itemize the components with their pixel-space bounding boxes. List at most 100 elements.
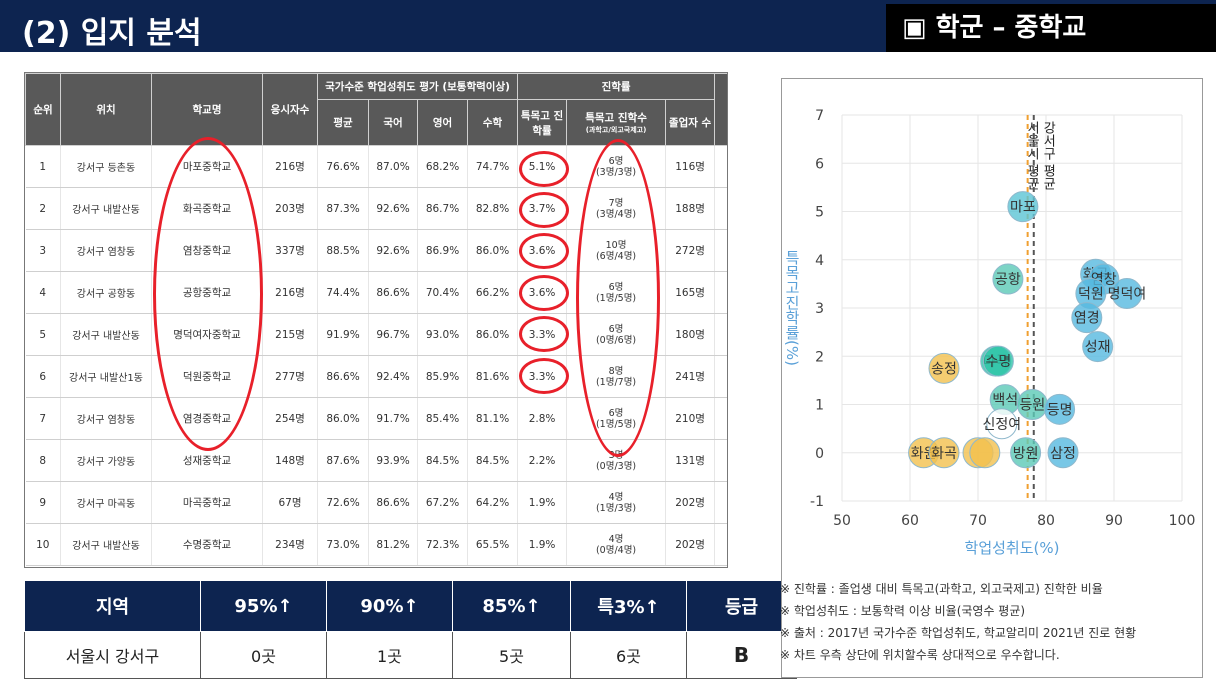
cell-grad: 131명 [665, 439, 716, 482]
note-rate: ※ 진학률 : 졸업생 대비 특목고(과학고, 외고국제고) 진학한 비율 [780, 582, 1103, 596]
grade-value-grade: B [686, 631, 797, 679]
chart-notes: ※ 진학률 : 졸업생 대비 특목고(과학고, 외고국제고) 진학한 비율 ※ … [780, 578, 1136, 666]
cell-eng: 86.7% [417, 187, 468, 230]
cell-rank: 6 [25, 355, 61, 398]
data-point-label: 송정 [931, 361, 957, 377]
cell-count-split: (0명/4명) [595, 544, 637, 556]
col-header-takers: 응시자수 [262, 73, 318, 146]
cell-count-split: (0명/3명) [595, 460, 637, 472]
cell-rank: 10 [25, 523, 61, 566]
x-tick-label: 90 [1105, 513, 1123, 529]
col-header-avg: 평균 [317, 99, 369, 146]
cell-math: 84.5% [467, 439, 519, 482]
y-tick-label: 7 [815, 108, 824, 124]
cell-loc: 강서구 내발산동 [60, 313, 152, 356]
cell-school: 수명중학교 [151, 523, 263, 566]
cell-takers: 67명 [262, 481, 318, 524]
cell-grad: 180명 [665, 313, 716, 356]
cell-avg: 91.9% [317, 313, 369, 356]
cell-kor: 96.7% [368, 313, 418, 356]
col-group-advancement: 진학률 [517, 73, 716, 100]
data-point [1010, 437, 1042, 469]
data-point [1047, 437, 1079, 469]
rate-highlight-oval-5 [519, 316, 569, 352]
data-point [969, 437, 1001, 469]
cell-rate: 1.9% [517, 481, 568, 524]
grade-value-95: 0곳 [200, 631, 327, 679]
data-point [992, 263, 1024, 295]
cell-eng: 84.5% [417, 439, 468, 482]
cell-loc: 강서구 내발산동 [60, 187, 152, 230]
cell-grad: 202명 [665, 523, 716, 566]
rate-highlight-oval-3 [519, 233, 569, 269]
grade-header-85: 85%↑ [452, 580, 571, 632]
data-point-label: 공항 [995, 272, 1021, 288]
cell-avg: 73.0% [317, 523, 369, 566]
grade-value-special3: 6곳 [570, 631, 687, 679]
data-point-label: 덕원 [1078, 287, 1104, 303]
y-tick-label: 0 [815, 446, 824, 462]
cell-avg: 86.6% [317, 355, 369, 398]
cell-loc: 강서구 등촌동 [60, 145, 152, 188]
cell-kor: 86.6% [368, 481, 418, 524]
cell-rank: 8 [25, 439, 61, 482]
data-point [1007, 191, 1039, 223]
cell-grad: 272명 [665, 229, 716, 272]
cell-avg: 72.6% [317, 481, 369, 524]
cell-kor: 92.6% [368, 229, 418, 272]
x-axis-title: 학업성취도(%) [965, 539, 1060, 557]
data-point-label: 삼정 [1050, 446, 1076, 462]
cell-takers: 215명 [262, 313, 318, 356]
grade-header-special3: 특3%↑ [570, 580, 687, 632]
note-source: ※ 출처 : 2017년 국가수준 학업성취도, 학교알리미 2021년 진로 … [780, 626, 1137, 640]
data-point-label: 등원 [1020, 398, 1046, 414]
cell-kor: 93.9% [368, 439, 418, 482]
grade-header-95: 95%↑ [200, 580, 327, 632]
count-highlight-oval [576, 139, 660, 457]
cell-spacer [714, 523, 727, 566]
cell-spacer [714, 187, 727, 230]
cell-spacer [714, 145, 727, 188]
grade-value-85: 5곳 [452, 631, 571, 679]
cell-school: 마곡중학교 [151, 481, 263, 524]
cell-eng: 72.3% [417, 523, 468, 566]
note-position: ※ 차트 우측 상단에 위치할수록 상대적으로 우수합니다. [780, 648, 1060, 662]
reference-line-label: 서울시 평균 [1024, 121, 1039, 191]
cell-grad: 165명 [665, 271, 716, 314]
cell-kor: 92.4% [368, 355, 418, 398]
grade-header-90: 90%↑ [326, 580, 453, 632]
rate-highlight-oval-1 [519, 151, 569, 187]
school-name-highlight-oval [153, 137, 263, 451]
cell-rank: 7 [25, 397, 61, 440]
cell-avg: 87.3% [317, 187, 369, 230]
data-point-label: 염경 [1074, 311, 1100, 327]
cell-count-total: 4명 [608, 533, 624, 545]
cell-loc: 강서구 가양동 [60, 439, 152, 482]
y-tick-label: 2 [815, 349, 824, 365]
data-point [1111, 278, 1143, 310]
y-tick-label: 3 [815, 301, 824, 317]
cell-avg: 76.6% [317, 145, 369, 188]
cell-rank: 2 [25, 187, 61, 230]
table-row: 10 강서구 내발산동 수명중학교 234명 73.0% 81.2% 72.3% 65.5% 1… [25, 523, 727, 566]
data-point [1044, 393, 1076, 425]
cell-kor: 92.6% [368, 187, 418, 230]
cell-math: 86.0% [467, 229, 519, 272]
cell-math: 86.0% [467, 313, 519, 356]
col-header-graduates: 졸업자 수 [665, 99, 716, 146]
cell-takers: 203명 [262, 187, 318, 230]
cell-takers: 148명 [262, 439, 318, 482]
cell-eng: 93.0% [417, 313, 468, 356]
x-tick-label: 80 [1037, 513, 1055, 529]
data-point [982, 345, 1014, 377]
cell-loc: 강서구 마곡동 [60, 481, 152, 524]
school-table-panel: 순위 위치 학교명 응시자수 국가수준 학업성취도 평가 (보통학력이상) 진학… [24, 72, 728, 568]
x-tick-label: 60 [901, 513, 919, 529]
cell-takers: 216명 [262, 145, 318, 188]
data-point-label: 방원 [1013, 446, 1039, 462]
cell-rate: 2.2% [517, 439, 568, 482]
rate-highlight-oval-2 [519, 192, 569, 228]
cell-rank: 3 [25, 229, 61, 272]
cell-avg: 74.4% [317, 271, 369, 314]
